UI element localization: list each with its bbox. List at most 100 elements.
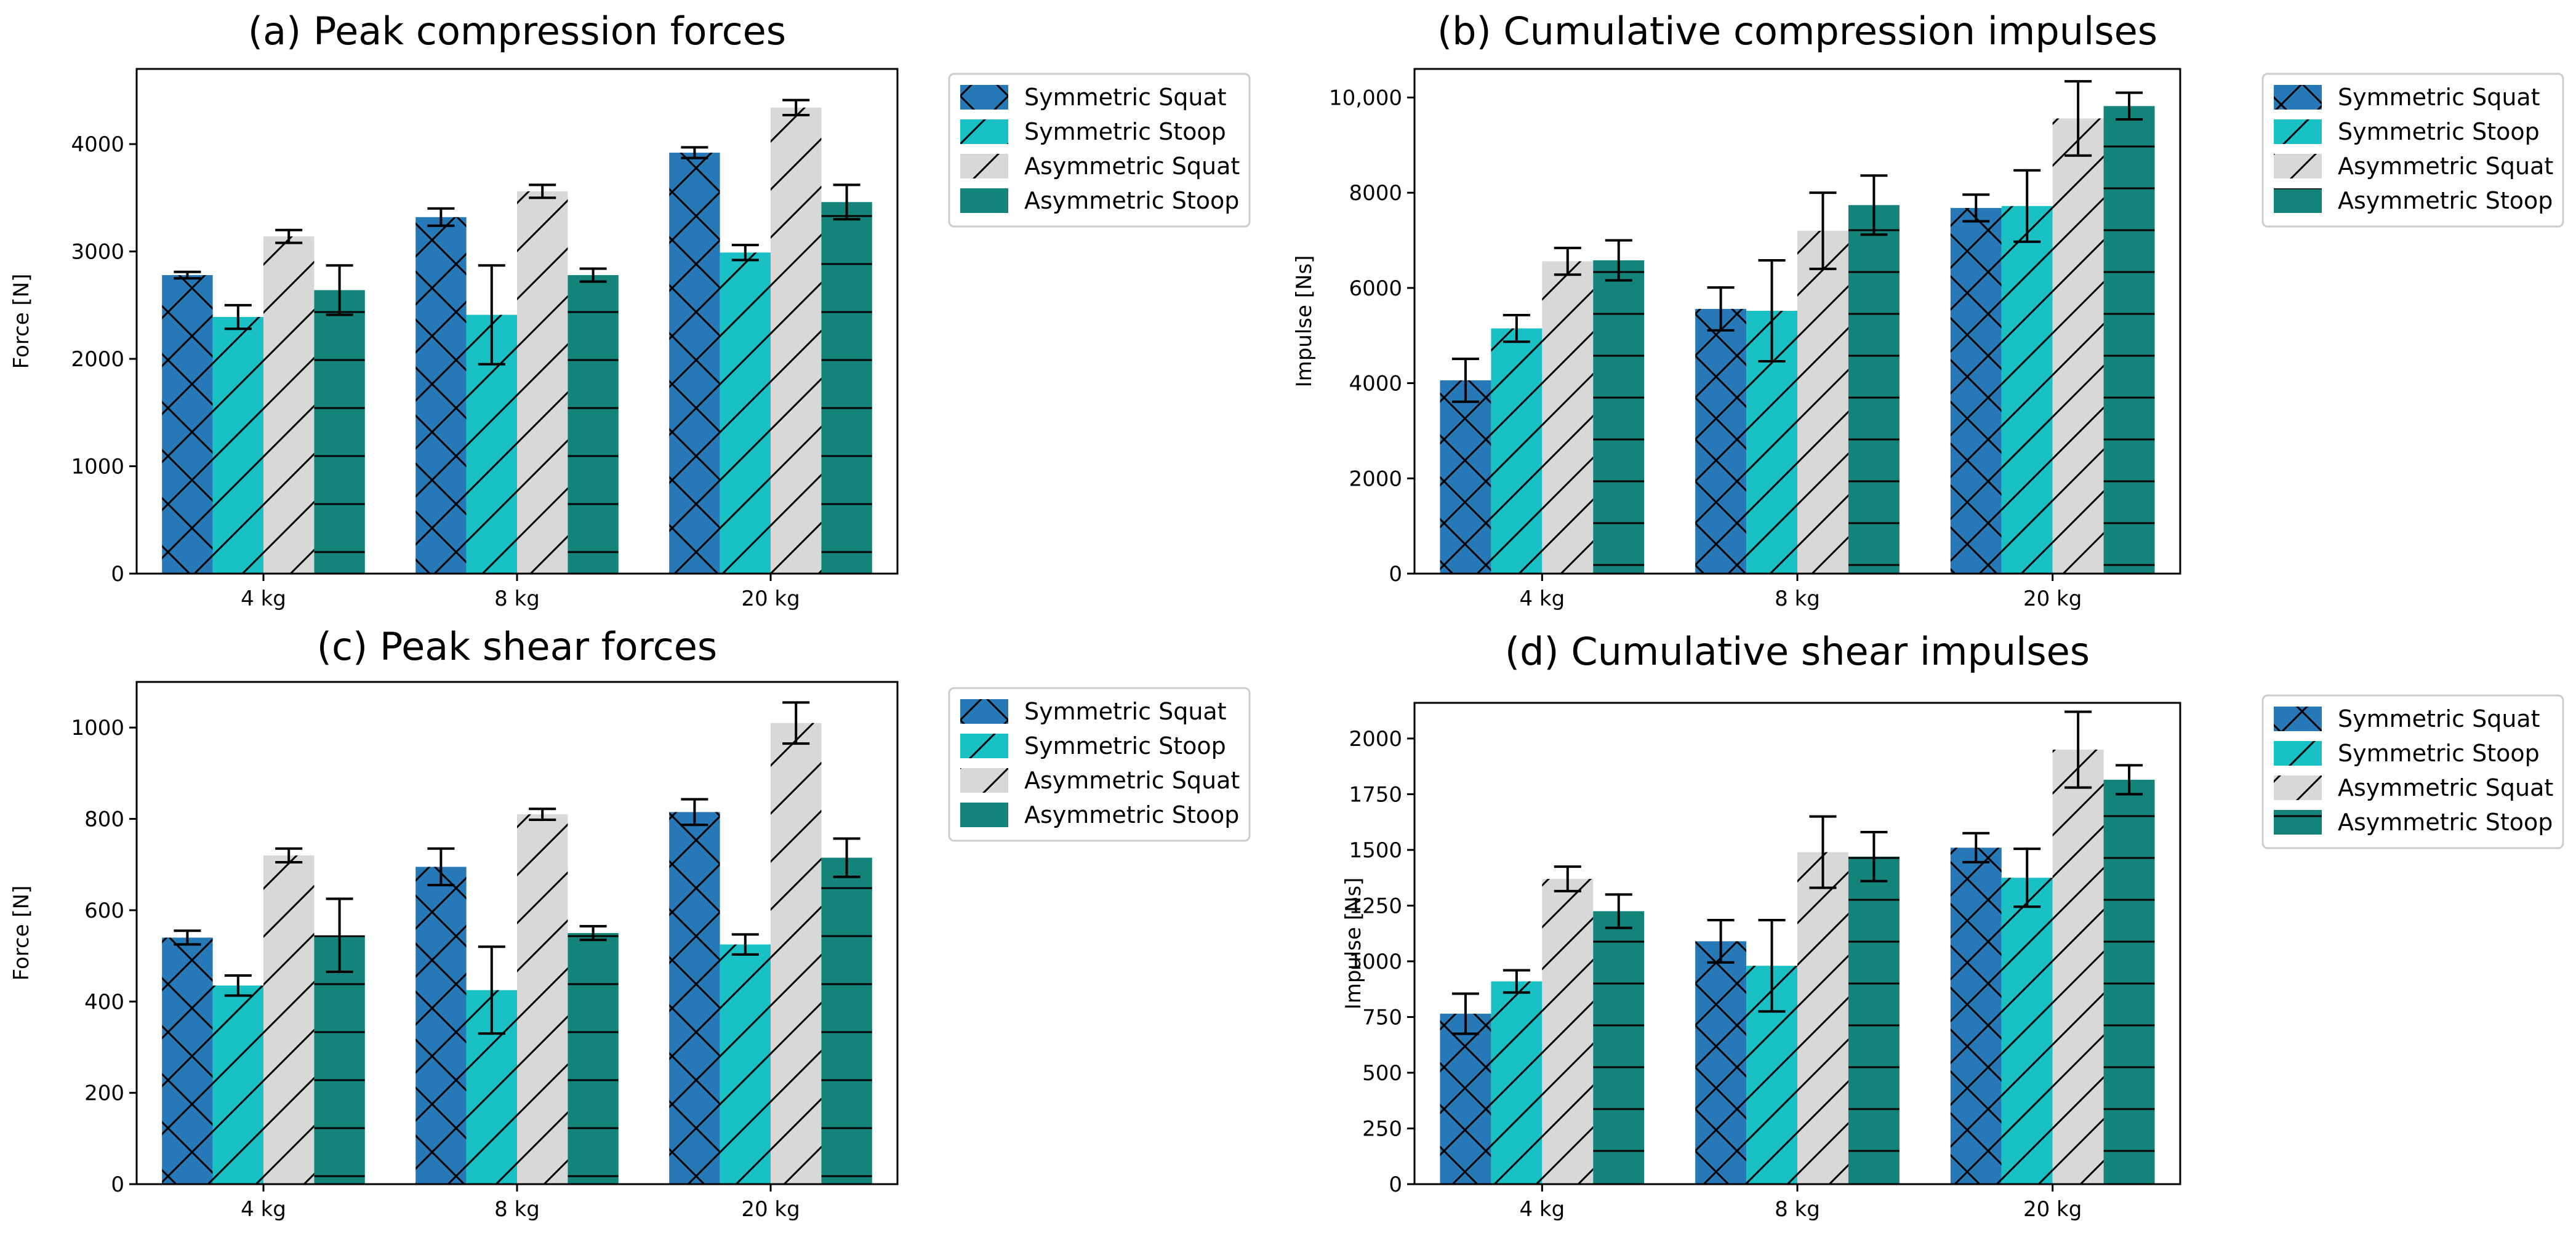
panel-peak-compression: (a) Peak compression forces Force [N] 0 100… xyxy=(9,9,1251,611)
error-bar xyxy=(1860,830,1888,883)
y-tick-label: 6000 xyxy=(1349,276,1402,301)
bar-asymmetric-stoop-20kg xyxy=(821,857,872,1184)
error-bar xyxy=(1809,815,1837,889)
bar-asymmetric-squat-20kg xyxy=(771,107,822,574)
legend: Symmetric Squat Symmetric Stoop Asymmetric… xyxy=(948,687,1251,842)
legend-label: Symmetric Stoop xyxy=(2338,118,2540,145)
bar-symmetric-stoop-20kg xyxy=(2001,206,2053,574)
error-bar xyxy=(275,847,303,864)
bar-asymmetric-squat-20kg xyxy=(771,723,822,1184)
bar-symmetric-squat-4kg xyxy=(162,937,213,1184)
error-bar xyxy=(326,897,353,974)
y-tick-label: 2000 xyxy=(1349,727,1402,751)
error-bar xyxy=(681,798,708,827)
bar-asymmetric-stoop-4kg xyxy=(1593,911,1645,1184)
bar-asymmetric-squat-8kg xyxy=(517,191,568,574)
legend: Symmetric Squat Symmetric Stoop Asymmetric… xyxy=(2261,694,2564,849)
legend-swatch xyxy=(2274,810,2322,835)
legend-swatch xyxy=(2274,741,2322,766)
y-tick-label: 8000 xyxy=(1349,181,1402,206)
bar-asymmetric-stoop-20kg xyxy=(821,202,872,574)
legend-swatch xyxy=(2274,188,2322,213)
legend-swatch xyxy=(960,768,1008,793)
error-bar xyxy=(427,207,455,227)
legend-label: Symmetric Squat xyxy=(2338,84,2540,111)
bar-symmetric-stoop-4kg xyxy=(212,985,263,1184)
x-tick-label: 20 kg xyxy=(2023,1197,2082,1222)
legend-label: Asymmetric Stoop xyxy=(2338,187,2553,214)
legend-label: Symmetric Stoop xyxy=(2338,740,2540,767)
x-tick-label: 4 kg xyxy=(241,587,286,611)
y-tick-label: 4000 xyxy=(1349,372,1402,396)
legend-label: Asymmetric Squat xyxy=(2338,774,2553,801)
error-bar xyxy=(681,146,708,159)
bar-symmetric-squat-4kg xyxy=(1440,1014,1491,1184)
y-tick-label: 800 xyxy=(84,807,124,832)
legend-frame xyxy=(2261,73,2564,228)
legend-swatch xyxy=(960,85,1008,110)
error-bar xyxy=(1809,191,1837,270)
panel-peak-shear: (c) Peak shear forces Force [N] 0 200 400 600… xyxy=(9,624,1251,1222)
error-bar xyxy=(2116,764,2143,796)
panel-cumulative-compression: (b) Cumulative compression impulses Impul… xyxy=(1292,9,2564,611)
error-bar xyxy=(2064,710,2092,789)
error-bar xyxy=(1707,286,1735,332)
bar-symmetric-stoop-20kg xyxy=(720,944,771,1184)
legend-label: Symmetric Stoop xyxy=(1024,732,1226,759)
error-bar xyxy=(1451,358,1479,403)
legend-label: Symmetric Squat xyxy=(1024,84,1227,111)
legend: Symmetric Squat Symmetric Stoop Asymmetric… xyxy=(948,73,1251,228)
legend-label: Asymmetric Squat xyxy=(1024,153,1240,180)
legend-label: Asymmetric Squat xyxy=(1024,767,1240,794)
legend-swatch xyxy=(2274,707,2322,731)
bar-symmetric-stoop-4kg xyxy=(1491,981,1543,1184)
legend-swatch xyxy=(2274,775,2322,800)
bar-asymmetric-squat-8kg xyxy=(517,814,568,1184)
legend-swatch xyxy=(2274,85,2322,110)
y-tick-label: 750 xyxy=(1362,1005,1402,1030)
bar-symmetric-squat-4kg xyxy=(162,274,213,574)
y-tick-label: 1500 xyxy=(1349,838,1402,863)
y-tick-label: 600 xyxy=(84,899,124,923)
bar-symmetric-squat-20kg xyxy=(1950,847,2002,1184)
legend-swatch xyxy=(960,154,1008,178)
legend-swatch xyxy=(960,188,1008,213)
y-tick-label: 1000 xyxy=(71,455,124,479)
legend-swatch xyxy=(2274,119,2322,144)
error-bar xyxy=(1554,865,1581,892)
error-bar xyxy=(2116,91,2143,121)
legend-label: Asymmetric Stoop xyxy=(1024,801,1239,828)
legend-frame xyxy=(948,73,1251,228)
error-bar xyxy=(529,183,556,199)
legend-swatch xyxy=(960,734,1008,758)
legend-swatch xyxy=(2274,154,2322,178)
legend-label: Asymmetric Stoop xyxy=(1024,187,1239,214)
y-tick-label: 1000 xyxy=(71,716,124,740)
error-bar xyxy=(1554,246,1581,276)
bar-symmetric-stoop-4kg xyxy=(212,317,263,574)
error-bar xyxy=(1605,239,1632,282)
error-bar xyxy=(1605,893,1632,929)
x-tick-label: 20 kg xyxy=(741,1197,800,1222)
error-bar xyxy=(731,933,759,956)
error-bar xyxy=(833,183,861,221)
y-tick-label: 1250 xyxy=(1349,894,1402,918)
legend-label: Asymmetric Squat xyxy=(2338,153,2553,180)
panel-title: (c) Peak shear forces xyxy=(317,624,717,669)
error-bar xyxy=(1962,193,1990,223)
bar-asymmetric-squat-4kg xyxy=(263,855,315,1184)
bar-asymmetric-squat-8kg xyxy=(1797,231,1848,574)
y-tick-label: 4000 xyxy=(71,132,124,157)
error-bar xyxy=(427,847,455,887)
bar-asymmetric-stoop-4kg xyxy=(314,290,365,574)
error-bar xyxy=(579,924,607,942)
y-tick-label: 2000 xyxy=(1349,467,1402,491)
legend-swatch xyxy=(960,803,1008,827)
legend-swatch xyxy=(960,119,1008,144)
y-axis-label: Impulse [Ns] xyxy=(1292,255,1317,388)
x-tick-label: 20 kg xyxy=(741,587,800,611)
bar-symmetric-squat-8kg xyxy=(1695,308,1747,574)
bar-symmetric-squat-8kg xyxy=(1695,941,1747,1184)
error-bar xyxy=(174,270,201,280)
